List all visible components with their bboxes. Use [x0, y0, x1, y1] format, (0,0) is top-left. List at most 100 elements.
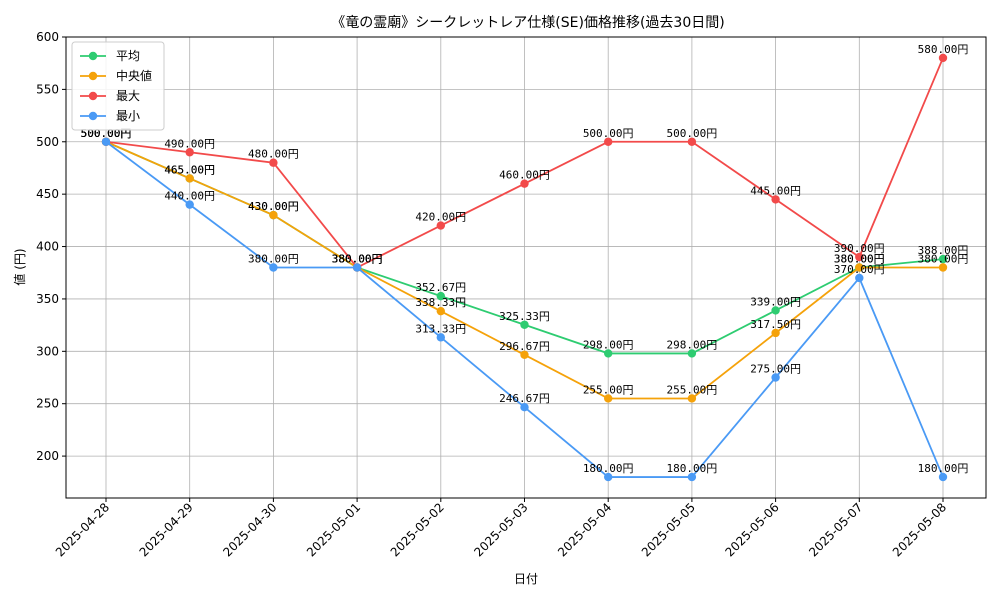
- data-label: 180.00円: [583, 462, 634, 475]
- data-label: 580.00円: [918, 43, 969, 56]
- chart-title: 《竜の霊廟》シークレットレア仕様(SE)価格推移(過去30日間): [331, 14, 724, 31]
- data-label: 180.00円: [918, 462, 969, 475]
- y-tick-label: 600: [36, 30, 59, 44]
- x-axis-label: 日付: [514, 572, 538, 586]
- data-point: [436, 333, 445, 342]
- y-axis-label: 値 (円): [12, 248, 27, 285]
- data-point: [604, 137, 613, 146]
- legend-swatch-marker: [88, 111, 98, 121]
- data-label: 440.00円: [164, 190, 215, 203]
- plot-frame: [65, 36, 987, 499]
- data-point: [938, 472, 948, 482]
- data-label: 370.00円: [834, 263, 885, 276]
- data-label: 430.00円: [248, 200, 299, 213]
- data-label: 296.67円: [499, 340, 550, 353]
- data-label: 298.00円: [583, 338, 634, 351]
- data-point: [687, 349, 697, 358]
- data-point: [604, 394, 613, 403]
- data-point: [436, 221, 445, 230]
- legend-box: [71, 41, 165, 131]
- data-label: 480.00円: [248, 148, 299, 161]
- legend-swatch-marker: [88, 91, 98, 101]
- legend-label: 最大: [116, 89, 140, 103]
- data-point: [855, 273, 864, 283]
- data-label: 380.00円: [332, 253, 383, 266]
- data-point: [687, 394, 697, 403]
- legend-swatch-marker: [88, 71, 98, 81]
- data-point: [436, 291, 445, 301]
- y-tick-label: 200: [36, 449, 59, 463]
- data-label: 298.00円: [667, 338, 718, 351]
- data-point: [436, 306, 445, 316]
- data-label: 380.00円: [332, 253, 383, 266]
- data-point: [185, 174, 194, 183]
- data-label: 380.00円: [332, 253, 383, 266]
- data-label: 352.67円: [415, 281, 466, 294]
- legend-swatch-marker: [88, 51, 98, 61]
- data-label: 465.00円: [164, 163, 215, 176]
- data-point: [938, 254, 948, 264]
- data-point: [520, 179, 529, 188]
- y-tick-label: 250: [36, 397, 59, 411]
- data-label: 420.00円: [415, 211, 466, 224]
- data-label: 380.00円: [918, 253, 969, 266]
- y-axis-ticks: 200 250 300 350 400 450 500 550 600: [36, 30, 66, 463]
- y-tick-label: 450: [36, 187, 59, 201]
- data-label: 380.00円: [332, 253, 383, 266]
- data-label: 380.00円: [834, 253, 885, 266]
- data-point: [687, 137, 697, 146]
- data-label: 380.00円: [248, 253, 299, 266]
- data-point: [269, 210, 278, 220]
- legend-label: 最小: [116, 109, 140, 123]
- data-label: 339.00円: [750, 295, 801, 308]
- data-point: [771, 306, 780, 315]
- data-label: 490.00円: [164, 137, 215, 150]
- legend-label: 中央値: [116, 68, 152, 83]
- data-label: 338.33円: [415, 296, 466, 309]
- data-point: [269, 158, 278, 167]
- y-tick-label: 350: [36, 292, 59, 306]
- y-tick-label: 400: [36, 240, 59, 254]
- data-label: 465.00円: [164, 163, 215, 176]
- data-label: 460.00円: [499, 169, 550, 182]
- data-point: [771, 195, 780, 204]
- data-label: 500.00円: [583, 127, 634, 140]
- data-label: 380.00円: [834, 253, 885, 266]
- data-point: [520, 350, 529, 360]
- data-point: [855, 252, 864, 262]
- series-layer: [101, 53, 948, 482]
- data-label: 390.00円: [834, 242, 885, 255]
- data-label: 325.33円: [499, 310, 550, 323]
- data-point: [771, 373, 780, 382]
- y-tick-label: 500: [36, 135, 59, 149]
- data-point: [771, 328, 780, 338]
- data-label: 388.00円: [918, 244, 969, 257]
- data-point: [938, 263, 948, 272]
- data-point: [520, 402, 529, 412]
- data-label: 246.67円: [499, 392, 550, 405]
- data-label: 180.00円: [667, 462, 718, 475]
- legend-label: 平均: [116, 49, 140, 63]
- data-label: 445.00円: [750, 184, 801, 197]
- data-label: 275.00円: [750, 363, 801, 376]
- data-point: [101, 137, 111, 146]
- y-tick-label: 550: [36, 82, 59, 96]
- data-point: [352, 263, 362, 272]
- data-point: [687, 472, 697, 482]
- data-label: 255.00円: [583, 383, 634, 396]
- data-point: [269, 263, 278, 272]
- data-point: [185, 200, 194, 209]
- data-point: [604, 472, 613, 482]
- data-label: 430.00円: [248, 200, 299, 213]
- data-point: [604, 349, 613, 358]
- data-label: 317.50円: [750, 318, 801, 331]
- data-label: 313.33円: [415, 322, 466, 335]
- data-point: [855, 263, 864, 272]
- data-label: 500.00円: [667, 127, 718, 140]
- y-tick-label: 300: [36, 344, 59, 358]
- data-point: [520, 320, 529, 329]
